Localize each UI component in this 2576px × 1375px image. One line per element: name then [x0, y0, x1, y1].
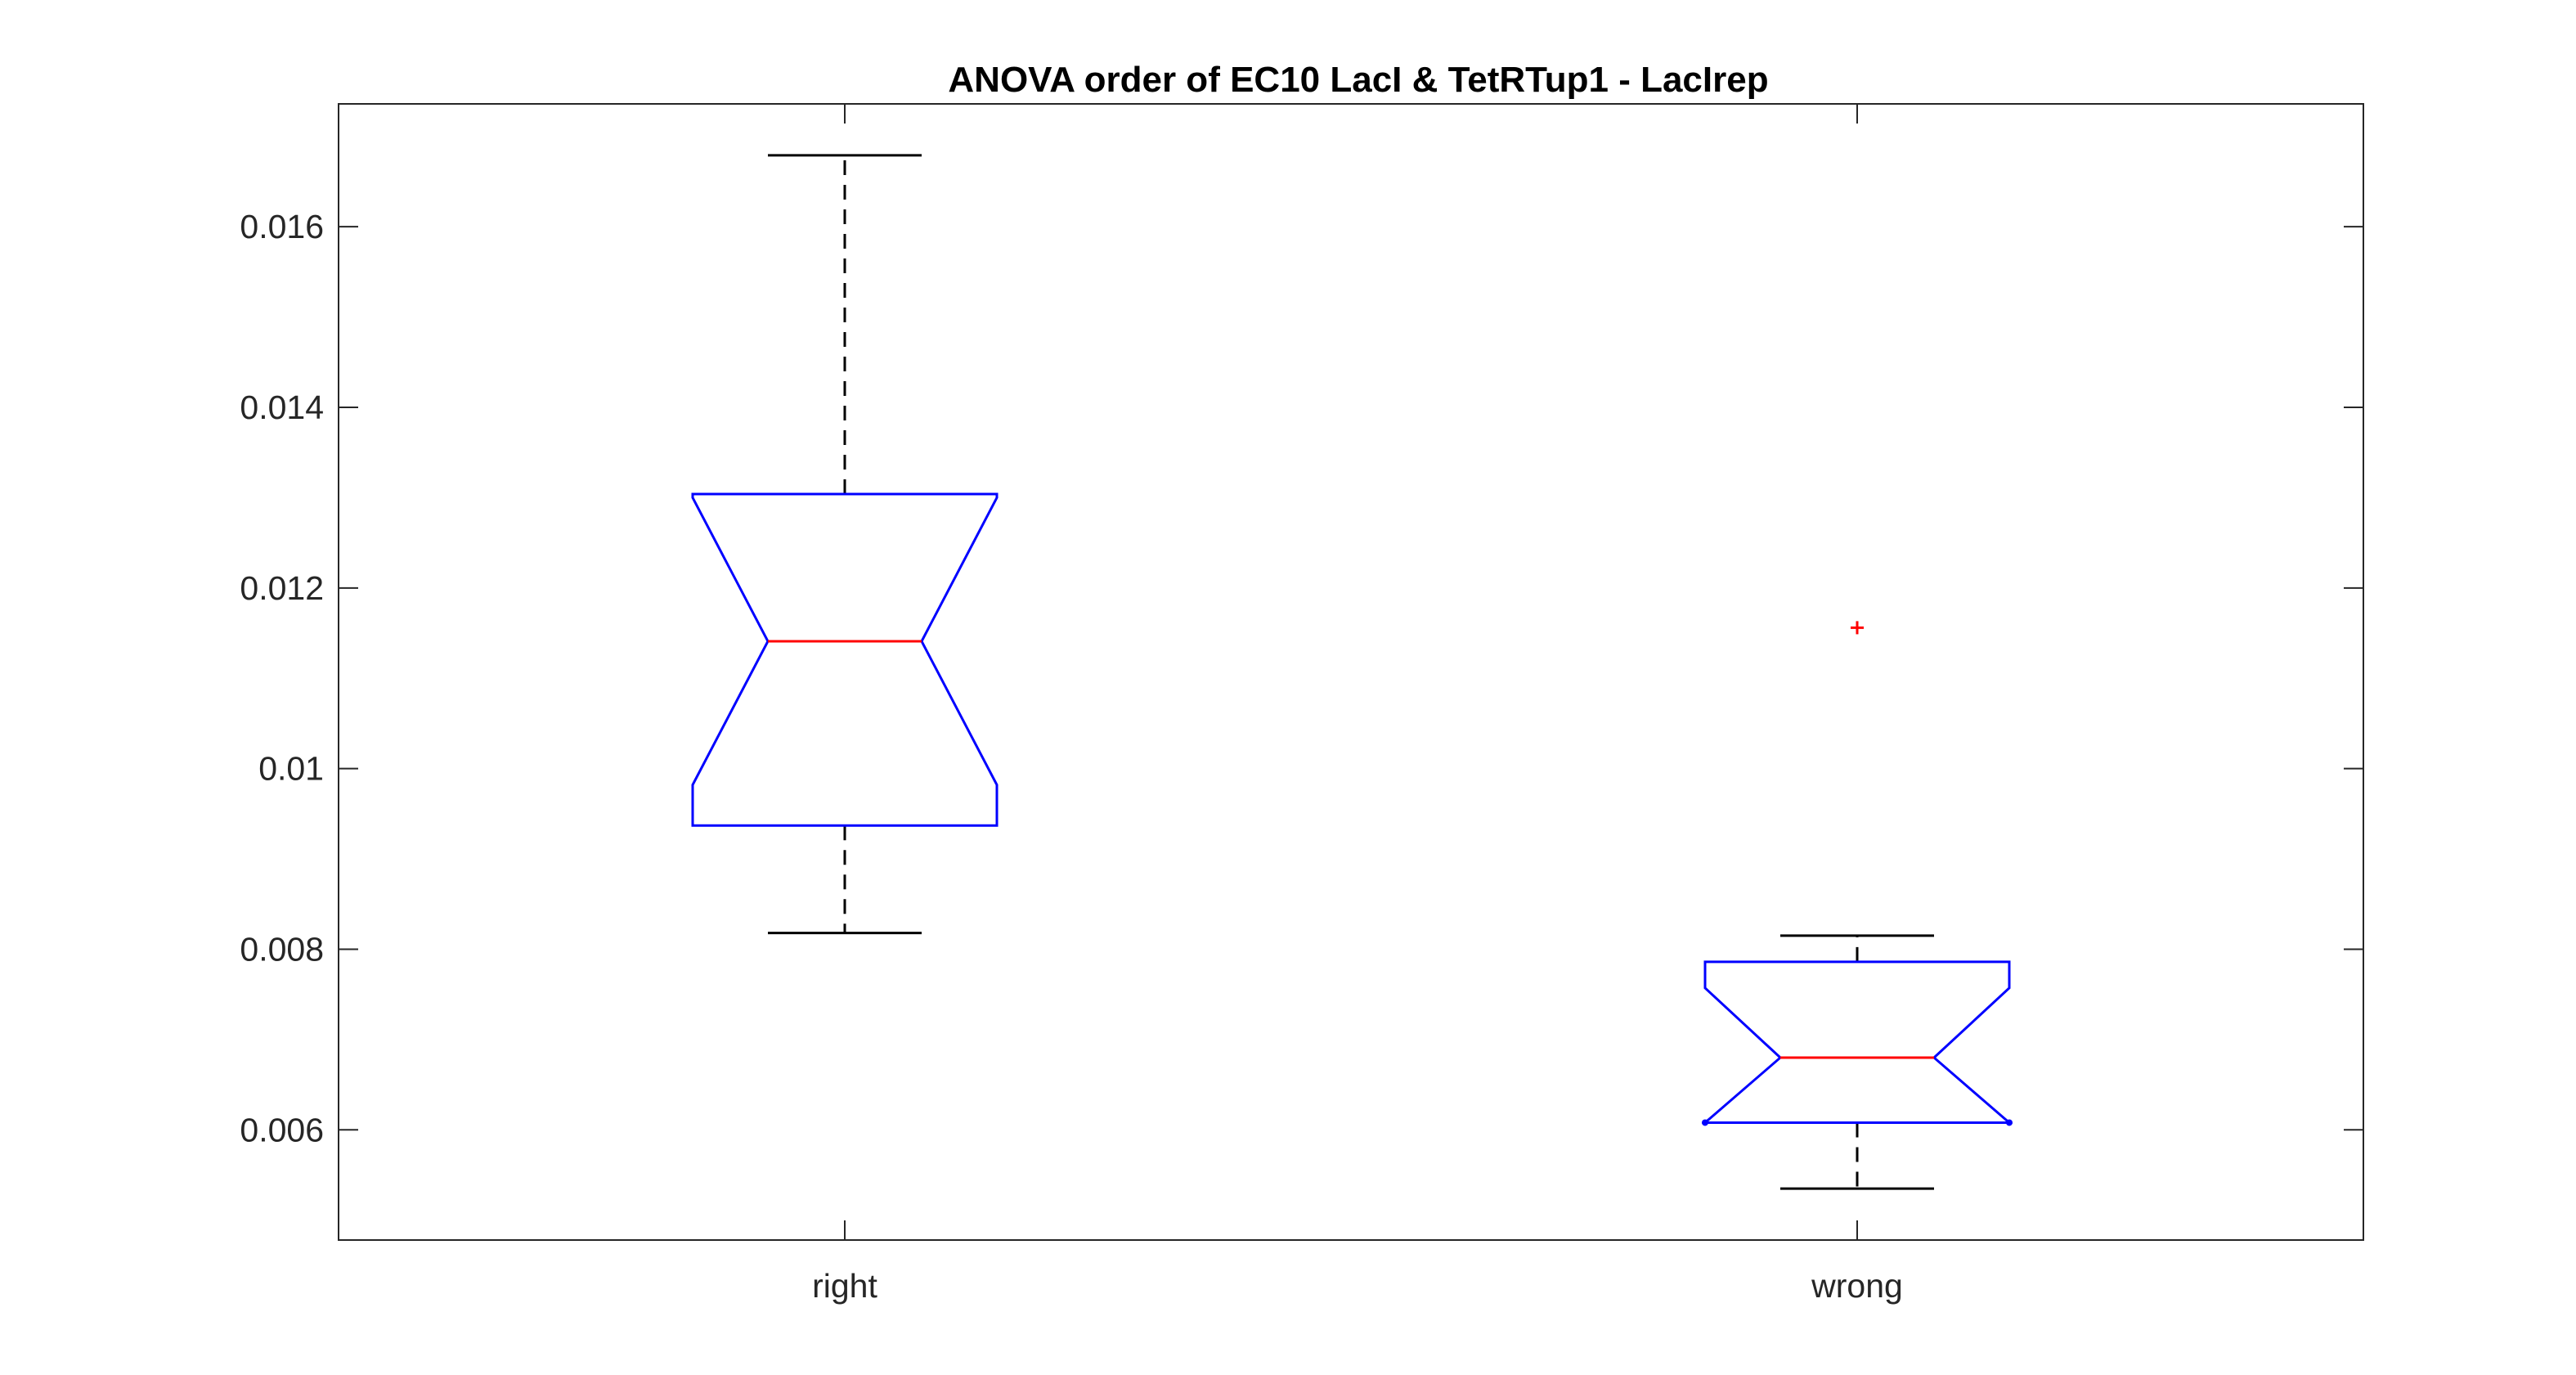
- notch-dot: [2006, 1119, 2013, 1126]
- axis-ticks: 0.006 0.008 0.01 0.012 0.014 0.016 right wrong: [240, 104, 2363, 1305]
- y-tick-label: 0.012: [240, 569, 324, 607]
- outlier-marker: [1851, 621, 1864, 635]
- box-group-wrong: [1701, 621, 2013, 1190]
- y-tick-label: 0.016: [240, 208, 324, 245]
- x-tick-label: wrong: [1811, 1267, 1903, 1305]
- notched-box: [691, 492, 999, 827]
- box-groups: [691, 154, 2013, 1190]
- x-tick-label: right: [812, 1267, 877, 1305]
- axes-frame: [338, 103, 2364, 1241]
- box-group-right: [691, 154, 999, 935]
- y-tick-label: 0.006: [240, 1111, 324, 1148]
- notch-dot: [1702, 1119, 1708, 1126]
- y-tick-label: 0.008: [240, 930, 324, 968]
- chart-title: ANOVA order of EC10 LacI & TetRTup1 - La…: [948, 60, 1768, 100]
- notched-box: [1701, 960, 2013, 1124]
- y-tick-label: 0.01: [258, 750, 324, 788]
- y-tick-label: 0.014: [240, 389, 324, 426]
